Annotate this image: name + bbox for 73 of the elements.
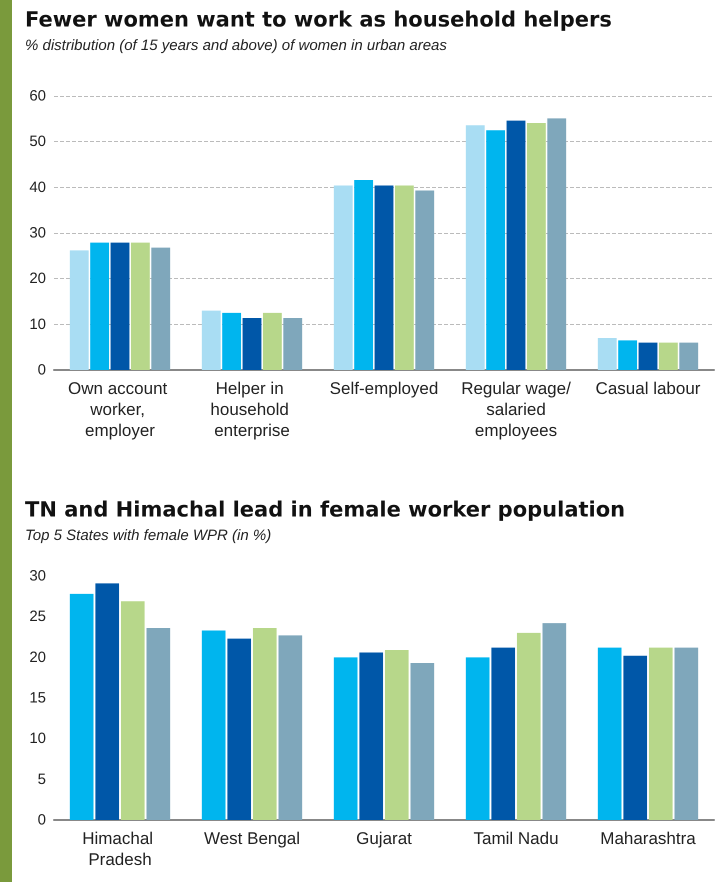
bar bbox=[623, 656, 648, 820]
bar bbox=[262, 312, 282, 370]
bar bbox=[95, 583, 120, 820]
x-tick-label: Tamil Nadu bbox=[473, 829, 559, 848]
bar bbox=[679, 342, 698, 370]
y-tick-label: 10 bbox=[29, 730, 46, 748]
chart-title: TN and Himachal lead in female worker population bbox=[25, 498, 626, 522]
bar bbox=[334, 657, 358, 820]
bar bbox=[648, 648, 673, 820]
bar bbox=[278, 635, 302, 820]
chart-subtitle: Top 5 States with female WPR (in %) bbox=[25, 527, 272, 544]
bar bbox=[547, 118, 566, 370]
y-tick-label: 30 bbox=[29, 224, 46, 242]
y-tick-label: 0 bbox=[38, 362, 46, 378]
bar bbox=[110, 242, 130, 370]
bar bbox=[334, 186, 353, 370]
x-tick-label: Regular wage/ salaried employees bbox=[461, 379, 572, 440]
bar bbox=[202, 630, 226, 820]
bar bbox=[506, 120, 526, 370]
bar bbox=[466, 657, 490, 820]
bar bbox=[227, 638, 252, 820]
bar bbox=[70, 594, 94, 820]
x-tick-label: Helper in household enterprise bbox=[210, 379, 294, 440]
bar bbox=[242, 318, 262, 370]
bar bbox=[486, 130, 506, 370]
bar bbox=[120, 601, 145, 820]
bar bbox=[638, 342, 658, 370]
bar bbox=[491, 648, 516, 820]
chart-title: Fewer women want to work as household helpers bbox=[25, 8, 612, 32]
chart-subtitle: % distribution (of 15 years and above) of women in urban areas bbox=[25, 37, 448, 54]
bar bbox=[222, 312, 242, 370]
bar bbox=[598, 338, 617, 370]
bar bbox=[415, 190, 434, 370]
bar bbox=[90, 242, 110, 370]
bar bbox=[466, 125, 485, 370]
bar bbox=[130, 242, 150, 370]
bar bbox=[674, 648, 698, 820]
bar bbox=[618, 340, 638, 370]
x-tick-label: Casual labour bbox=[596, 379, 701, 398]
bar bbox=[598, 648, 622, 820]
y-tick-label: 15 bbox=[29, 690, 46, 706]
x-tick-label: Gujarat bbox=[356, 829, 412, 848]
bar bbox=[394, 186, 414, 370]
bar bbox=[70, 250, 89, 370]
y-tick-label: 5 bbox=[38, 770, 46, 788]
bar bbox=[151, 248, 170, 370]
bar bbox=[410, 663, 434, 820]
y-tick-label: 20 bbox=[29, 648, 46, 666]
bar bbox=[146, 628, 170, 820]
bar bbox=[252, 628, 277, 820]
x-tick-label: Self-employed bbox=[330, 379, 438, 398]
bar bbox=[658, 342, 678, 370]
x-tick-label: Maharashtra bbox=[600, 829, 696, 848]
y-tick-label: 60 bbox=[29, 88, 46, 104]
bar bbox=[526, 122, 546, 370]
bar bbox=[542, 623, 566, 820]
bar bbox=[354, 180, 374, 370]
y-tick-label: 50 bbox=[29, 133, 46, 150]
bar bbox=[516, 632, 541, 820]
bar bbox=[359, 652, 384, 820]
x-tick-label: Himachal Pradesh bbox=[82, 829, 158, 869]
x-tick-label: West Bengal bbox=[204, 829, 300, 848]
y-tick-label: 0 bbox=[38, 812, 46, 828]
bar bbox=[202, 310, 221, 370]
y-tick-label: 20 bbox=[29, 270, 46, 288]
y-tick-label: 10 bbox=[29, 316, 46, 333]
x-tick-label: Own account worker, employer bbox=[68, 379, 172, 440]
bar bbox=[384, 650, 409, 820]
bar bbox=[283, 318, 302, 370]
y-tick-label: 40 bbox=[29, 178, 46, 196]
y-tick-label: 30 bbox=[29, 568, 46, 584]
y-tick-label: 25 bbox=[29, 608, 46, 626]
bar bbox=[374, 186, 394, 370]
